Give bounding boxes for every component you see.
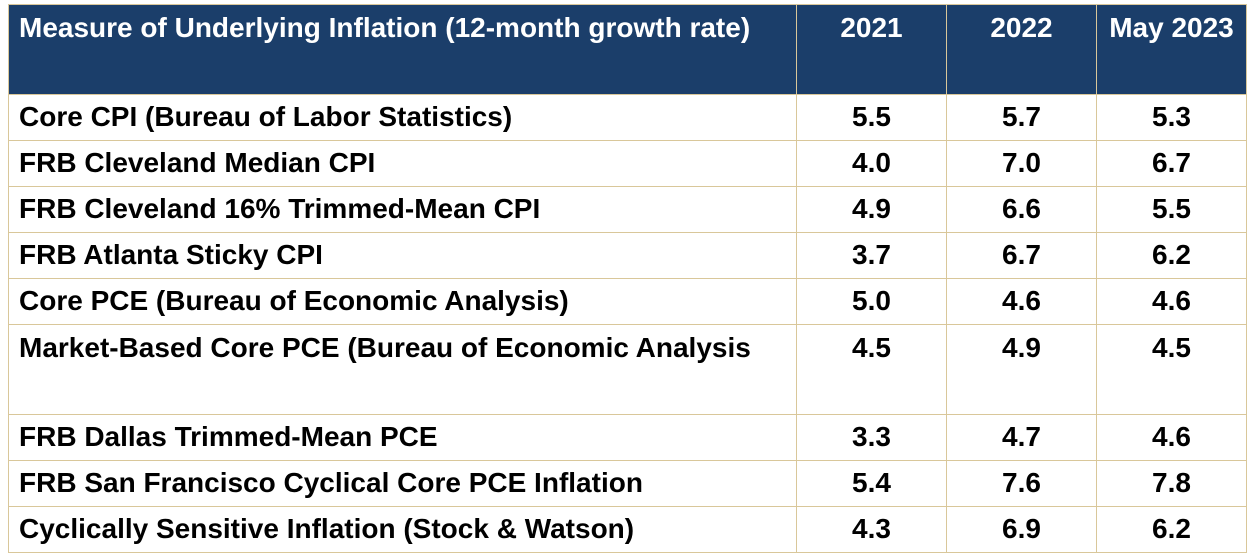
header-2022: 2022 xyxy=(946,4,1097,95)
value-2022-cell: 7.6 xyxy=(946,460,1097,507)
measure-cell: Core PCE (Bureau of Economic Analysis) xyxy=(8,278,797,325)
value-2021-cell: 4.5 xyxy=(796,324,947,415)
value-2021-cell: 4.0 xyxy=(796,140,947,187)
value-2022-cell: 4.9 xyxy=(946,324,1097,415)
measure-cell: FRB San Francisco Cyclical Core PCE Infl… xyxy=(8,460,797,507)
value-may-2023-cell: 6.7 xyxy=(1096,140,1247,187)
table-row: FRB San Francisco Cyclical Core PCE Infl… xyxy=(8,460,1247,507)
measure-cell: FRB Cleveland Median CPI xyxy=(8,140,797,187)
value-may-2023-cell: 4.6 xyxy=(1096,278,1247,325)
table-row: Market-Based Core PCE (Bureau of Economi… xyxy=(8,324,1247,415)
table-row: FRB Cleveland Median CPI 4.0 7.0 6.7 xyxy=(8,140,1247,187)
value-may-2023-cell: 6.2 xyxy=(1096,232,1247,279)
value-may-2023-cell: 6.2 xyxy=(1096,506,1247,553)
value-may-2023-cell: 4.6 xyxy=(1096,414,1247,461)
value-2022-cell: 6.6 xyxy=(946,186,1097,233)
header-may-2023: May 2023 xyxy=(1096,4,1247,95)
header-2021: 2021 xyxy=(796,4,947,95)
value-may-2023-cell: 5.5 xyxy=(1096,186,1247,233)
value-2021-cell: 4.3 xyxy=(796,506,947,553)
value-2022-cell: 4.7 xyxy=(946,414,1097,461)
value-may-2023-cell: 4.5 xyxy=(1096,324,1247,415)
measure-cell: Core CPI (Bureau of Labor Statistics) xyxy=(8,94,797,141)
value-may-2023-cell: 5.3 xyxy=(1096,94,1247,141)
value-2022-cell: 5.7 xyxy=(946,94,1097,141)
table-row: FRB Cleveland 16% Trimmed-Mean CPI 4.9 6… xyxy=(8,186,1247,233)
header-measure: Measure of Underlying Inflation (12-mont… xyxy=(8,4,797,95)
table-row: FRB Atlanta Sticky CPI 3.7 6.7 6.2 xyxy=(8,232,1247,279)
measure-cell: FRB Dallas Trimmed-Mean PCE xyxy=(8,414,797,461)
value-2021-cell: 5.0 xyxy=(796,278,947,325)
value-may-2023-cell: 7.8 xyxy=(1096,460,1247,507)
measure-cell: Market-Based Core PCE (Bureau of Economi… xyxy=(8,324,797,415)
measure-cell: Cyclically Sensitive Inflation (Stock & … xyxy=(8,506,797,553)
value-2021-cell: 3.7 xyxy=(796,232,947,279)
measure-cell: FRB Atlanta Sticky CPI xyxy=(8,232,797,279)
value-2022-cell: 6.7 xyxy=(946,232,1097,279)
value-2021-cell: 3.3 xyxy=(796,414,947,461)
value-2021-cell: 5.5 xyxy=(796,94,947,141)
table-header: Measure of Underlying Inflation (12-mont… xyxy=(8,4,1247,95)
value-2022-cell: 4.6 xyxy=(946,278,1097,325)
table-row: Core PCE (Bureau of Economic Analysis) 5… xyxy=(8,278,1247,325)
value-2021-cell: 5.4 xyxy=(796,460,947,507)
inflation-measures-table: Measure of Underlying Inflation (12-mont… xyxy=(8,4,1247,553)
table-row: Core CPI (Bureau of Labor Statistics) 5.… xyxy=(8,94,1247,141)
measure-cell: FRB Cleveland 16% Trimmed-Mean CPI xyxy=(8,186,797,233)
value-2021-cell: 4.9 xyxy=(796,186,947,233)
value-2022-cell: 6.9 xyxy=(946,506,1097,553)
value-2022-cell: 7.0 xyxy=(946,140,1097,187)
table-row: Cyclically Sensitive Inflation (Stock & … xyxy=(8,506,1247,553)
header-row: Measure of Underlying Inflation (12-mont… xyxy=(8,4,1247,95)
table-body: Core CPI (Bureau of Labor Statistics) 5.… xyxy=(8,94,1247,553)
table-row: FRB Dallas Trimmed-Mean PCE 3.3 4.7 4.6 xyxy=(8,414,1247,461)
